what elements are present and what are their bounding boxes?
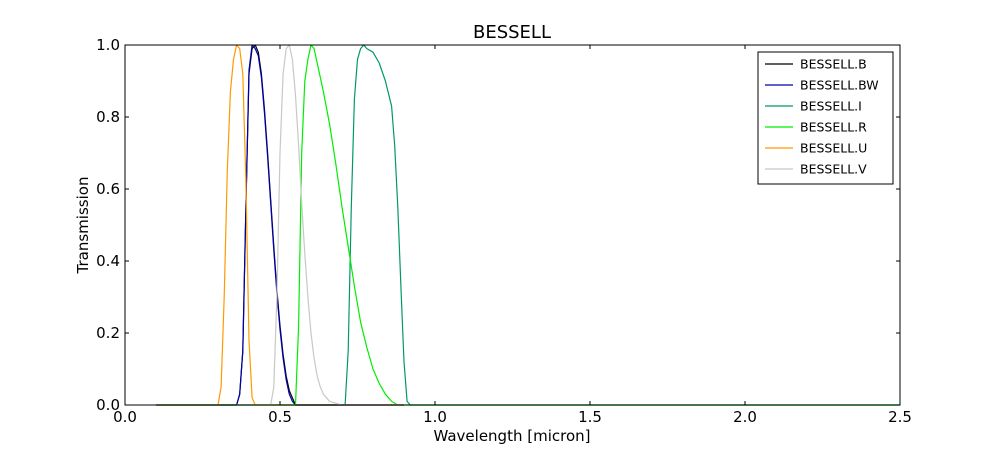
legend-label: BESSELL.R [800,120,867,135]
series-line-5 [156,44,404,406]
legend-label: BESSELL.V [800,162,867,177]
legend-box [757,51,894,185]
x-axis-label: Wavelength [micron] [433,427,590,445]
series-line-3 [156,44,900,406]
y-tick-label: 0.8 [96,108,120,126]
ticks-layer: 0.0 0.5 1.0 1.5 2.0 2.5 0.0 0.2 0.4 0.6 0.8 1.0 [96,36,912,426]
y-tick-label: 1.0 [96,36,120,54]
series-line-2 [156,44,900,406]
x-tick-label: 2.5 [888,408,912,426]
legend-label: BESSELL.U [800,141,867,156]
series-line-4 [156,44,404,406]
x-tick-label: 2.0 [733,408,757,426]
chart-title: BESSELL [473,22,551,43]
plot-area: 0.0 0.5 1.0 1.5 2.0 2.5 0.0 0.2 0.4 0.6 0.8 1.0 [96,36,912,426]
y-tick-label: 0.2 [96,324,120,342]
x-tick-label: 1.5 [578,408,602,426]
x-tick-label: 1.0 [423,408,447,426]
legend-label: BESSELL.B [800,57,867,72]
x-tick-label: 0.5 [268,408,292,426]
y-tick-label: 0.4 [96,252,120,270]
x-tick-label: 0.0 [113,408,137,426]
series-line-1 [156,44,404,406]
series-line-0 [156,44,404,406]
plot-frame [124,44,901,406]
legend: BESSELL.B BESSELL.BW BESSELL.I BESSELL.R BES… [757,51,894,185]
legend-label: BESSELL.I [800,99,862,114]
legend-label: BESSELL.BW [800,78,879,93]
y-axis-label: Transmission [74,177,92,275]
y-tick-label: 0.0 [96,396,120,414]
y-tick-label: 0.6 [96,180,120,198]
